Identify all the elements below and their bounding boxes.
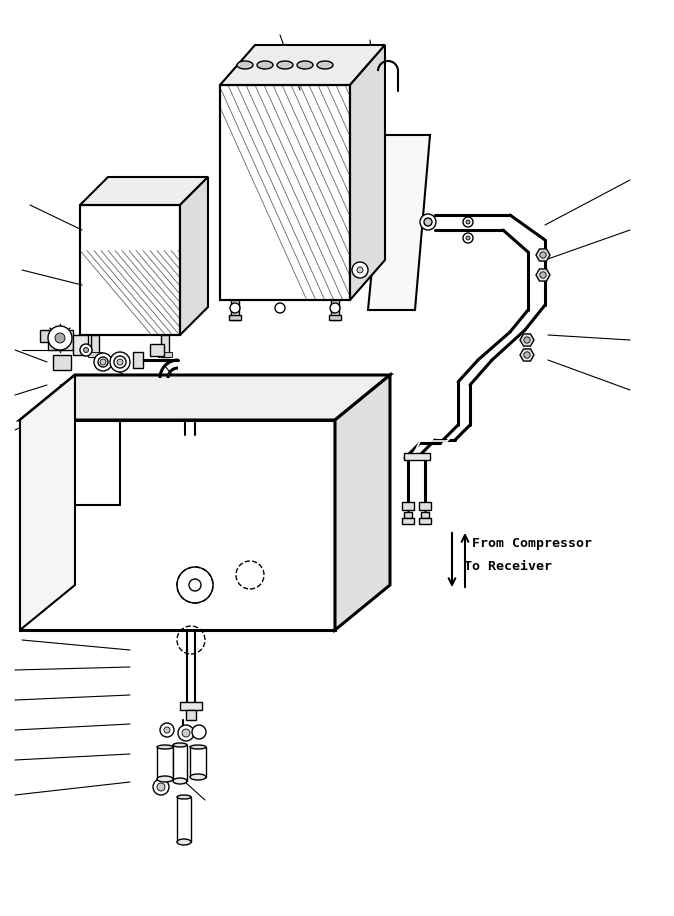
- Circle shape: [463, 233, 473, 243]
- Circle shape: [524, 337, 530, 344]
- Polygon shape: [80, 177, 208, 205]
- Ellipse shape: [257, 61, 273, 69]
- Circle shape: [100, 359, 106, 365]
- Bar: [91, 335, 99, 357]
- Bar: [161, 335, 169, 357]
- Polygon shape: [335, 375, 390, 630]
- Ellipse shape: [157, 776, 173, 782]
- Bar: [404, 512, 412, 518]
- Bar: [173, 745, 187, 781]
- Polygon shape: [368, 135, 430, 310]
- Circle shape: [540, 272, 546, 278]
- Bar: [329, 315, 341, 320]
- Polygon shape: [350, 45, 385, 300]
- Bar: [158, 352, 172, 357]
- Text: From Compressor: From Compressor: [472, 537, 592, 550]
- Circle shape: [110, 352, 130, 372]
- Circle shape: [463, 217, 473, 227]
- Bar: [150, 344, 164, 356]
- Polygon shape: [20, 420, 335, 630]
- Ellipse shape: [173, 743, 187, 747]
- Bar: [180, 702, 202, 710]
- Bar: [229, 315, 241, 320]
- Circle shape: [164, 727, 170, 733]
- Circle shape: [157, 783, 165, 791]
- Polygon shape: [520, 334, 534, 346]
- Polygon shape: [220, 85, 350, 300]
- Circle shape: [160, 723, 174, 737]
- Bar: [419, 502, 431, 510]
- Bar: [402, 518, 414, 524]
- Circle shape: [230, 303, 240, 313]
- Bar: [88, 352, 102, 357]
- Circle shape: [466, 220, 470, 224]
- Polygon shape: [536, 249, 550, 261]
- Circle shape: [48, 326, 72, 350]
- Circle shape: [98, 357, 108, 367]
- Bar: [48, 330, 73, 350]
- Polygon shape: [220, 45, 385, 85]
- Circle shape: [192, 725, 206, 739]
- Circle shape: [330, 303, 340, 313]
- Circle shape: [420, 214, 436, 230]
- Circle shape: [117, 359, 123, 365]
- Circle shape: [524, 352, 530, 358]
- Bar: [421, 512, 429, 518]
- Polygon shape: [404, 453, 430, 460]
- Bar: [419, 518, 431, 524]
- Polygon shape: [536, 269, 550, 281]
- Circle shape: [114, 356, 126, 368]
- Ellipse shape: [177, 795, 191, 799]
- Bar: [133, 352, 143, 368]
- Polygon shape: [80, 205, 180, 335]
- Bar: [157, 747, 173, 779]
- Bar: [190, 747, 206, 777]
- Bar: [186, 710, 196, 720]
- Circle shape: [357, 267, 363, 273]
- Bar: [40, 330, 55, 342]
- Text: To Receiver: To Receiver: [464, 561, 552, 573]
- Polygon shape: [20, 375, 75, 630]
- Circle shape: [352, 262, 368, 278]
- Circle shape: [466, 236, 470, 240]
- Ellipse shape: [317, 61, 333, 69]
- Bar: [73, 335, 88, 355]
- Ellipse shape: [177, 839, 191, 845]
- Ellipse shape: [190, 774, 206, 780]
- Polygon shape: [180, 177, 208, 335]
- Circle shape: [178, 725, 194, 741]
- Ellipse shape: [277, 61, 293, 69]
- Circle shape: [275, 303, 285, 313]
- Ellipse shape: [157, 745, 173, 749]
- Ellipse shape: [190, 745, 206, 749]
- Polygon shape: [20, 375, 390, 420]
- Bar: [231, 300, 239, 320]
- Bar: [53, 355, 71, 370]
- Circle shape: [55, 333, 65, 343]
- Circle shape: [80, 344, 92, 356]
- Bar: [177, 797, 191, 842]
- Circle shape: [540, 252, 546, 258]
- Bar: [402, 502, 414, 510]
- Ellipse shape: [297, 61, 313, 69]
- Circle shape: [424, 218, 432, 226]
- Circle shape: [94, 353, 112, 371]
- Ellipse shape: [237, 61, 253, 69]
- Polygon shape: [520, 349, 534, 361]
- Ellipse shape: [173, 778, 187, 784]
- Bar: [331, 300, 339, 320]
- Circle shape: [153, 779, 169, 795]
- Circle shape: [182, 729, 190, 737]
- Circle shape: [84, 347, 88, 353]
